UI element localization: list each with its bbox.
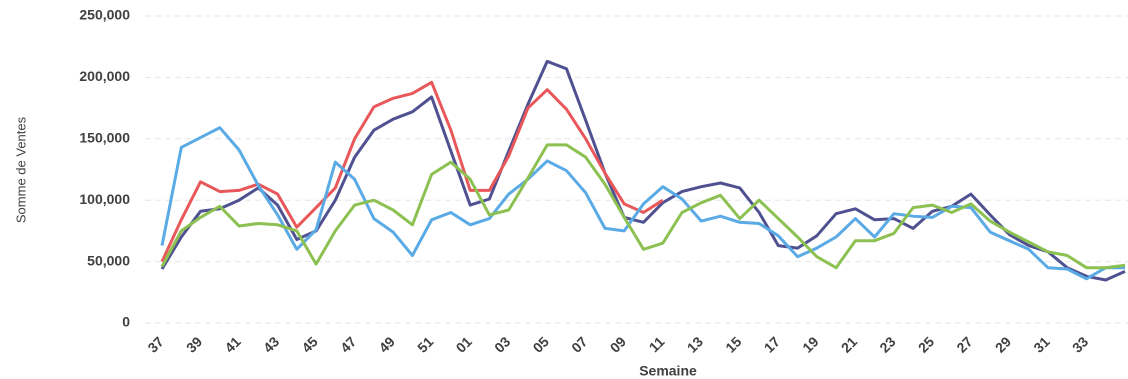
x-tick-label: 45 <box>298 333 320 355</box>
x-tick-label: 07 <box>568 333 590 355</box>
x-axis-label: Semaine <box>639 363 697 379</box>
y-tick-label: 50,000 <box>87 252 130 268</box>
x-tick-label: 29 <box>992 333 1014 355</box>
y-tick-label: 0 <box>122 314 130 330</box>
x-tick-label: 21 <box>838 333 860 355</box>
y-tick-label: 100,000 <box>79 191 130 207</box>
y-tick-label: 250,000 <box>79 7 130 23</box>
x-tick-label: 51 <box>414 333 436 355</box>
x-tick-label: 37 <box>144 333 166 355</box>
x-tick-label: 23 <box>876 333 898 355</box>
x-tick-label: 05 <box>530 333 552 355</box>
x-tick-label: 43 <box>260 333 282 355</box>
y-tick-label: 150,000 <box>79 130 130 146</box>
x-tick-label: 41 <box>221 333 243 355</box>
x-tick-label: 15 <box>722 333 744 355</box>
x-tick-label: 25 <box>915 333 937 355</box>
x-tick-label: 31 <box>1030 333 1052 355</box>
x-tick-label: 33 <box>1069 333 1091 355</box>
x-tick-label: 03 <box>491 333 513 355</box>
series-line <box>160 143 1126 270</box>
series-line <box>160 80 664 263</box>
series-line <box>160 59 1126 282</box>
x-tick-label: 19 <box>799 333 821 355</box>
x-tick-label: 13 <box>684 333 706 355</box>
x-tick-label: 49 <box>376 333 398 355</box>
x-tick-label: 39 <box>183 333 205 355</box>
y-tick-label: 200,000 <box>79 68 130 84</box>
x-tick-label: 01 <box>453 333 475 355</box>
x-tick-label: 47 <box>337 333 359 355</box>
y-axis-label: Somme de Ventes <box>13 116 28 223</box>
x-tick-label: 27 <box>953 333 975 355</box>
x-tick-label: 09 <box>607 333 629 355</box>
x-tick-label: 11 <box>646 333 668 355</box>
x-tick-label: 17 <box>761 333 783 355</box>
